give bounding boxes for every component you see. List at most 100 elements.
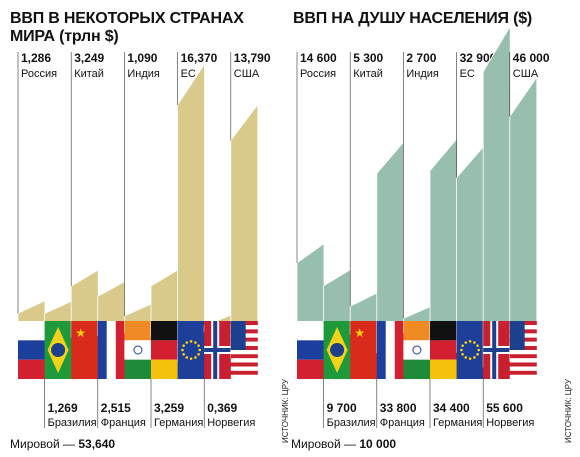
eu-star bbox=[194, 341, 197, 344]
usa-stripe-white bbox=[230, 366, 258, 371]
eu-star bbox=[468, 340, 472, 343]
china-flag: ★ bbox=[350, 321, 378, 379]
france-stripe-red bbox=[394, 321, 404, 379]
china-flag: ★ bbox=[71, 321, 99, 379]
usa-stripe-white bbox=[509, 350, 537, 355]
bar-group: 14 600 Россия bbox=[296, 51, 337, 379]
bar bbox=[509, 75, 538, 362]
usa-stripe-white bbox=[230, 374, 258, 379]
eu-star bbox=[189, 340, 193, 343]
russia-stripe-red bbox=[18, 359, 45, 379]
germany-stripe-gold bbox=[430, 359, 457, 379]
bar-value-label: 16,370 bbox=[181, 51, 218, 65]
bar-group: 13,790 США bbox=[230, 51, 271, 379]
bar-value-label: 1,286 bbox=[21, 51, 51, 65]
india-stripe-green bbox=[403, 359, 431, 379]
usa-stripe-red bbox=[509, 354, 537, 359]
eu-star bbox=[476, 353, 479, 356]
bar-value-label: 2 700 bbox=[406, 51, 436, 65]
bar-group: 3,259 Германия bbox=[150, 269, 203, 429]
eu-star bbox=[197, 353, 200, 356]
usa-flag bbox=[230, 321, 258, 379]
bar-category-label: Франция bbox=[101, 417, 146, 429]
bar-group: 46 000 США bbox=[509, 51, 550, 379]
france-stripe-blue bbox=[97, 321, 107, 379]
bar-group: 33 800 Франция bbox=[376, 140, 425, 429]
india-stripe-saffron bbox=[403, 321, 431, 341]
india-flag bbox=[403, 321, 431, 379]
germany-stripe-black bbox=[430, 321, 457, 341]
russia-stripe-red bbox=[297, 359, 324, 379]
eu-star bbox=[476, 344, 479, 347]
norway-cross-blue-h bbox=[483, 348, 511, 352]
france-flag bbox=[376, 321, 404, 379]
bar-value-label: 46 000 bbox=[513, 51, 550, 65]
eu-star bbox=[473, 341, 476, 344]
source-note-right: ИСТОЧНИК: ЦРУ bbox=[564, 379, 573, 443]
russia-flag bbox=[18, 321, 45, 379]
india-wheel bbox=[412, 345, 422, 355]
brazil-globe bbox=[330, 342, 345, 358]
eu-star bbox=[464, 356, 468, 359]
bar-category-label: Россия bbox=[300, 68, 336, 80]
bar bbox=[177, 62, 206, 364]
eu-star bbox=[185, 341, 189, 344]
brazil-flag bbox=[44, 321, 72, 379]
norway-flag bbox=[204, 321, 232, 379]
norway-cross-blue-h bbox=[204, 348, 232, 352]
bar-category-label: ЕС bbox=[181, 68, 196, 80]
usa-stripe-white bbox=[509, 366, 537, 371]
bar-value-label: 2,515 bbox=[101, 401, 131, 415]
france-stripe-white bbox=[106, 321, 116, 379]
usa-stripe-red bbox=[509, 362, 537, 367]
usa-stripe-red bbox=[509, 370, 537, 375]
usa-stripe-white bbox=[509, 358, 537, 363]
bar-value-label: 3,249 bbox=[74, 51, 104, 65]
usa-canton bbox=[230, 321, 246, 350]
bar-category-label: Бразилия bbox=[327, 417, 376, 429]
eu-flag bbox=[456, 321, 484, 379]
russia-stripe-blue bbox=[297, 340, 324, 360]
bar-group: 55 600 Норвегия bbox=[482, 24, 534, 429]
bar bbox=[230, 103, 259, 359]
germany-stripe-red bbox=[151, 340, 178, 360]
eu-star bbox=[198, 348, 202, 352]
germany-stripe-red bbox=[430, 340, 457, 360]
gdp-per-capita-bars: 14 600 Россия 9 700 Бразилия ★ 5 300 Китай 33 8… bbox=[296, 24, 550, 429]
france-stripe-blue bbox=[376, 321, 386, 379]
brazil-flag bbox=[323, 321, 351, 379]
gdp-chart-title: ВВП В НЕКОТОРЫХ СТРАНАХ МИРА (трлн $) bbox=[10, 10, 244, 45]
world-gdp-per-capita-total: Мировой — 10 000 bbox=[291, 437, 396, 451]
eu-star bbox=[461, 344, 464, 347]
usa-stripe-white bbox=[509, 374, 537, 379]
bar-category-label: Россия bbox=[21, 68, 57, 80]
eu-star bbox=[182, 353, 185, 356]
bar-value-label: 13,790 bbox=[234, 51, 271, 65]
china-field bbox=[350, 321, 378, 379]
bar-value-label: 3,259 bbox=[154, 401, 184, 415]
brazil-globe bbox=[51, 342, 66, 358]
eu-star bbox=[189, 357, 193, 360]
world-gdp-per-capita-total-value: 10 000 bbox=[359, 437, 397, 451]
india-stripe-green bbox=[124, 359, 152, 379]
eu-star bbox=[181, 348, 184, 352]
bar-value-label: 5 300 bbox=[353, 51, 383, 65]
norway-flag bbox=[483, 321, 511, 379]
china-star: ★ bbox=[75, 326, 86, 340]
india-flag bbox=[124, 321, 152, 379]
world-gdp-total: Мировой — 53,640 bbox=[10, 437, 115, 451]
bar-category-label: Индия bbox=[127, 68, 160, 80]
bar-category-label: Китай bbox=[74, 68, 104, 80]
germany-stripe-gold bbox=[151, 359, 178, 379]
bar-category-label: Германия bbox=[433, 417, 482, 429]
eu-star bbox=[477, 348, 481, 352]
eu-star bbox=[194, 356, 197, 359]
bar-group: ★ 3,249 Китай bbox=[70, 51, 105, 379]
eu-star bbox=[468, 357, 472, 360]
bar-group: 0,369 Норвегия bbox=[203, 314, 255, 429]
eu-star bbox=[473, 356, 476, 359]
usa-stripe-red bbox=[230, 370, 258, 375]
china-star: ★ bbox=[354, 326, 365, 340]
eu-flag bbox=[177, 321, 205, 379]
